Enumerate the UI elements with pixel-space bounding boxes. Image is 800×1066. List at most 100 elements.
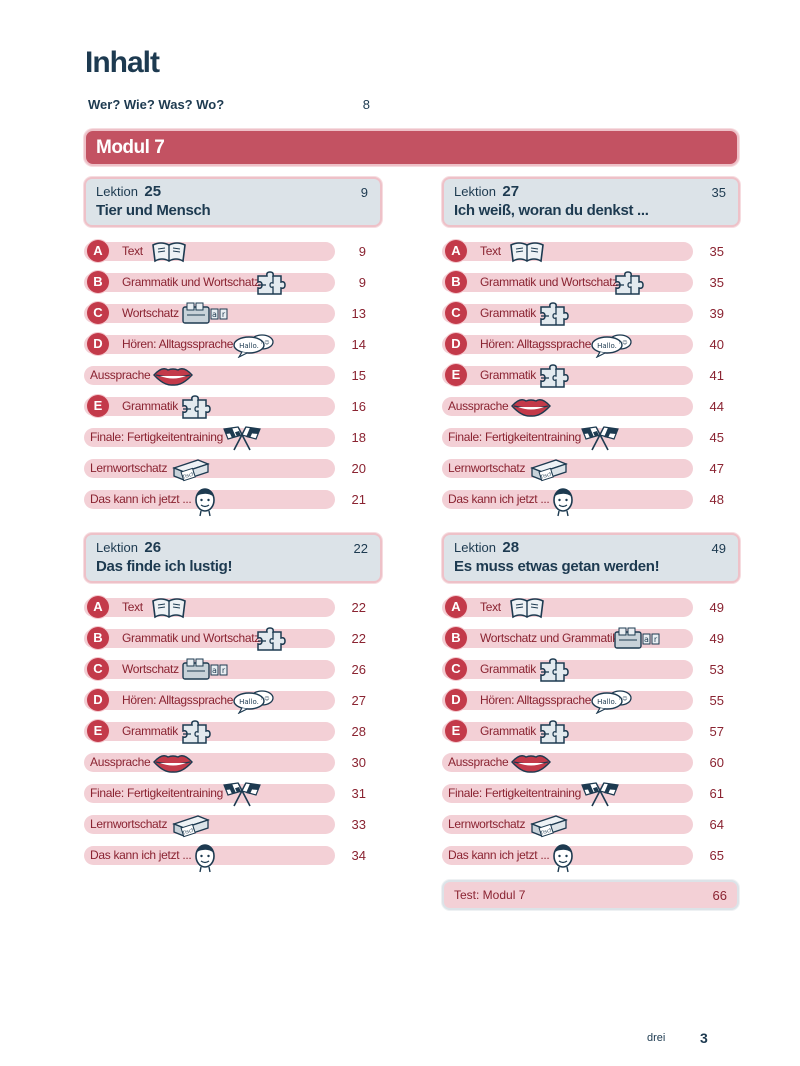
entry-label: Aussprache: [448, 755, 509, 769]
lektion-header[interactable]: Lektion 26 Das finde ich lustig! 22: [84, 533, 382, 583]
entry-label: Grammatik und Wortschatz: [122, 631, 260, 645]
entry-bar: [442, 397, 693, 416]
entry-label: Grammatik: [480, 724, 536, 738]
lektion-word: Lektion: [454, 184, 496, 199]
toc-entry[interactable]: E Grammatik 16: [84, 394, 382, 425]
toc-entry[interactable]: B Grammatik und Wortschatz 22: [84, 626, 382, 657]
intro-row[interactable]: Wer? Wie? Was? Wo? 8: [88, 97, 370, 117]
entry-label: Lernwortschatz: [90, 461, 168, 475]
entry-bar: [84, 459, 335, 478]
lektion-header[interactable]: Lektion 27 Ich weiß, woran du denkst ... 3…: [442, 177, 740, 227]
section-letter-badge: A: [445, 596, 467, 618]
svg-text:Hallo.: Hallo.: [597, 698, 617, 706]
test-label: Test: Modul 7: [454, 888, 526, 902]
test-modul-entry[interactable]: Test: Modul 7 66: [442, 880, 739, 910]
toc-entry[interactable]: B Wortschatz und Grammatik a r 49: [442, 626, 740, 657]
toc-entry[interactable]: C Grammatik 39: [442, 301, 740, 332]
entry-page: 16: [351, 399, 366, 414]
toc-entry[interactable]: Das kann ich jetzt ... 65: [442, 843, 740, 874]
toc-entry[interactable]: D Hören: Alltagssprache Hallo.! ☺ 40: [442, 332, 740, 363]
toc-entry[interactable]: A Text 49: [442, 595, 740, 626]
lektion-25-column: Lektion 25 Tier und Mensch 9 A Text 9 B Grammat…: [84, 177, 382, 518]
toc-entry[interactable]: D Hören: Alltagssprache Hallo.! ☺ 14: [84, 332, 382, 363]
entry-bar: [442, 598, 693, 617]
toc-entry[interactable]: A Text 22: [84, 595, 382, 626]
toc-entry[interactable]: Finale: Fertigkeitentraining 31: [84, 781, 382, 812]
toc-entry[interactable]: E Grammatik 41: [442, 363, 740, 394]
section-letter-badge: C: [445, 302, 467, 324]
svg-text:r: r: [222, 310, 226, 319]
puzzle-icon: [255, 626, 291, 652]
toc-entry[interactable]: B Grammatik und Wortschatz 35: [442, 270, 740, 301]
toc-entry[interactable]: Lernwortschatz Tisch 33: [84, 812, 382, 843]
entry-bar: [84, 598, 335, 617]
entry-label: Text: [122, 600, 143, 614]
toc-entry[interactable]: A Text 9: [84, 239, 382, 270]
entry-page: 49: [709, 600, 724, 615]
section-letter-badge: A: [445, 240, 467, 262]
section-letter-badge: B: [445, 627, 467, 649]
entry-page: 30: [351, 755, 366, 770]
lektion-27-column: Lektion 27 Ich weiß, woran du denkst ... 3…: [442, 177, 740, 518]
toc-entry[interactable]: Das kann ich jetzt ... 48: [442, 487, 740, 518]
section-letter-badge: D: [87, 689, 109, 711]
lektion-entries: A Text 22 B Grammatik und Wortschatz 22 C Worts…: [84, 595, 382, 874]
entry-page: 31: [351, 786, 366, 801]
entry-label: Finale: Fertigkeitentraining: [90, 786, 224, 800]
toc-entry[interactable]: C Wortschatz a r 26: [84, 657, 382, 688]
toc-entry[interactable]: Aussprache 15: [84, 363, 382, 394]
toc-entry[interactable]: B Grammatik und Wortschatz 9: [84, 270, 382, 301]
lektion-page: 9: [360, 185, 368, 200]
toc-entry[interactable]: Das kann ich jetzt ... 21: [84, 487, 382, 518]
toc-entry[interactable]: Aussprache 60: [442, 750, 740, 781]
lektion-header[interactable]: Lektion 25 Tier und Mensch 9: [84, 177, 382, 227]
card-box-icon: Tisch: [168, 456, 212, 482]
puzzle-icon: [613, 270, 649, 296]
toc-entry[interactable]: A Text 35: [442, 239, 740, 270]
toc-entry[interactable]: D Hören: Alltagssprache Hallo.! ☺ 55: [442, 688, 740, 719]
face-icon: [191, 843, 219, 873]
section-letter-badge: C: [445, 658, 467, 680]
toc-entry[interactable]: D Hören: Alltagssprache Hallo.! ☺ 27: [84, 688, 382, 719]
lips-icon: [510, 750, 552, 776]
lektion-word: Lektion: [96, 540, 138, 555]
entry-bar: [442, 815, 693, 834]
entry-label: Lernwortschatz: [90, 817, 168, 831]
toc-entry[interactable]: Aussprache 44: [442, 394, 740, 425]
toc-entry[interactable]: Finale: Fertigkeitentraining 61: [442, 781, 740, 812]
toc-entry[interactable]: C Wortschatz a r 13: [84, 301, 382, 332]
svg-text:Tisch: Tisch: [539, 471, 554, 481]
card-box-icon: Tisch: [526, 456, 570, 482]
toc-entry[interactable]: Aussprache 30: [84, 750, 382, 781]
lektion-header[interactable]: Lektion 28 Es muss etwas getan werden! 49: [442, 533, 740, 583]
toc-entry[interactable]: E Grammatik 57: [442, 719, 740, 750]
entry-bar: [84, 753, 335, 772]
entry-label: Das kann ich jetzt ...: [448, 848, 550, 862]
book-icon: [149, 239, 189, 265]
entry-page: 65: [709, 848, 724, 863]
entry-label: Das kann ich jetzt ...: [90, 848, 192, 862]
svg-text:! ☺: ! ☺: [261, 695, 270, 702]
entry-page: 61: [709, 786, 724, 801]
svg-text:Tisch: Tisch: [181, 471, 196, 481]
entry-page: 21: [351, 492, 366, 507]
toc-entry[interactable]: Finale: Fertigkeitentraining 45: [442, 425, 740, 456]
toc-entry[interactable]: Finale: Fertigkeitentraining 18: [84, 425, 382, 456]
svg-text:! ☺: ! ☺: [261, 339, 270, 346]
entry-page: 35: [709, 244, 724, 259]
entry-page: 26: [351, 662, 366, 677]
lektion-28-column: Lektion 28 Es muss etwas getan werden! 49 A…: [442, 533, 740, 874]
svg-text:! ☺: ! ☺: [619, 695, 628, 702]
toc-entry[interactable]: E Grammatik 28: [84, 719, 382, 750]
toc-entry[interactable]: Lernwortschatz Tisch 47: [442, 456, 740, 487]
modul-header: Modul 7: [84, 129, 739, 166]
toc-entry[interactable]: C Grammatik 53: [442, 657, 740, 688]
toc-entry[interactable]: Das kann ich jetzt ... 34: [84, 843, 382, 874]
toc-entry[interactable]: Lernwortschatz Tisch 64: [442, 812, 740, 843]
entry-page: 34: [351, 848, 366, 863]
toc-entry[interactable]: Lernwortschatz Tisch 20: [84, 456, 382, 487]
entry-page: 60: [709, 755, 724, 770]
lektion-word: Lektion: [96, 184, 138, 199]
book-icon: [149, 595, 189, 621]
